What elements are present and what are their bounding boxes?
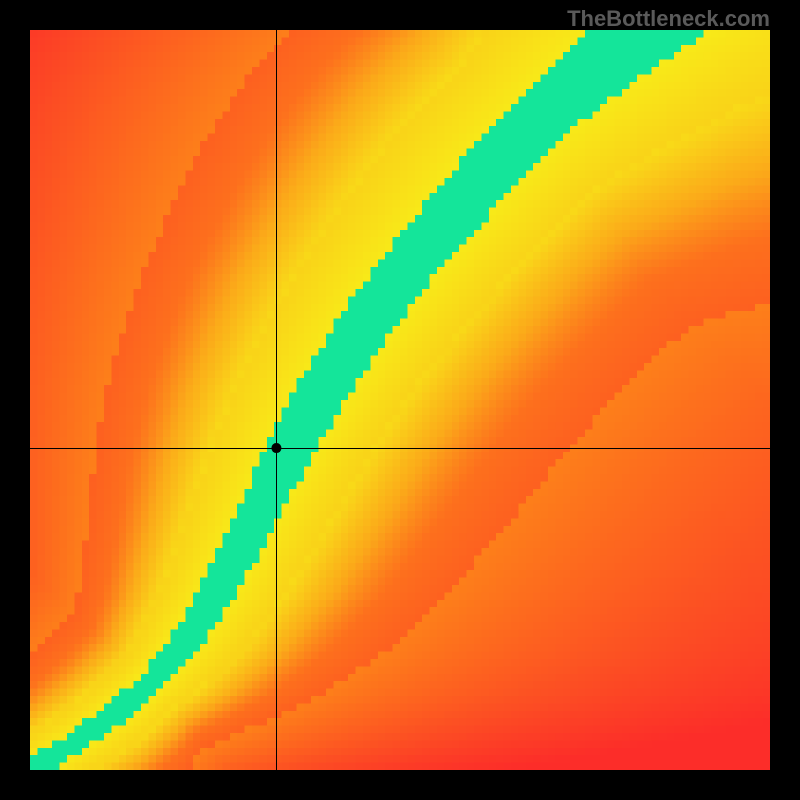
crosshair-overlay bbox=[0, 0, 800, 800]
chart-container: TheBottleneck.com bbox=[0, 0, 800, 800]
